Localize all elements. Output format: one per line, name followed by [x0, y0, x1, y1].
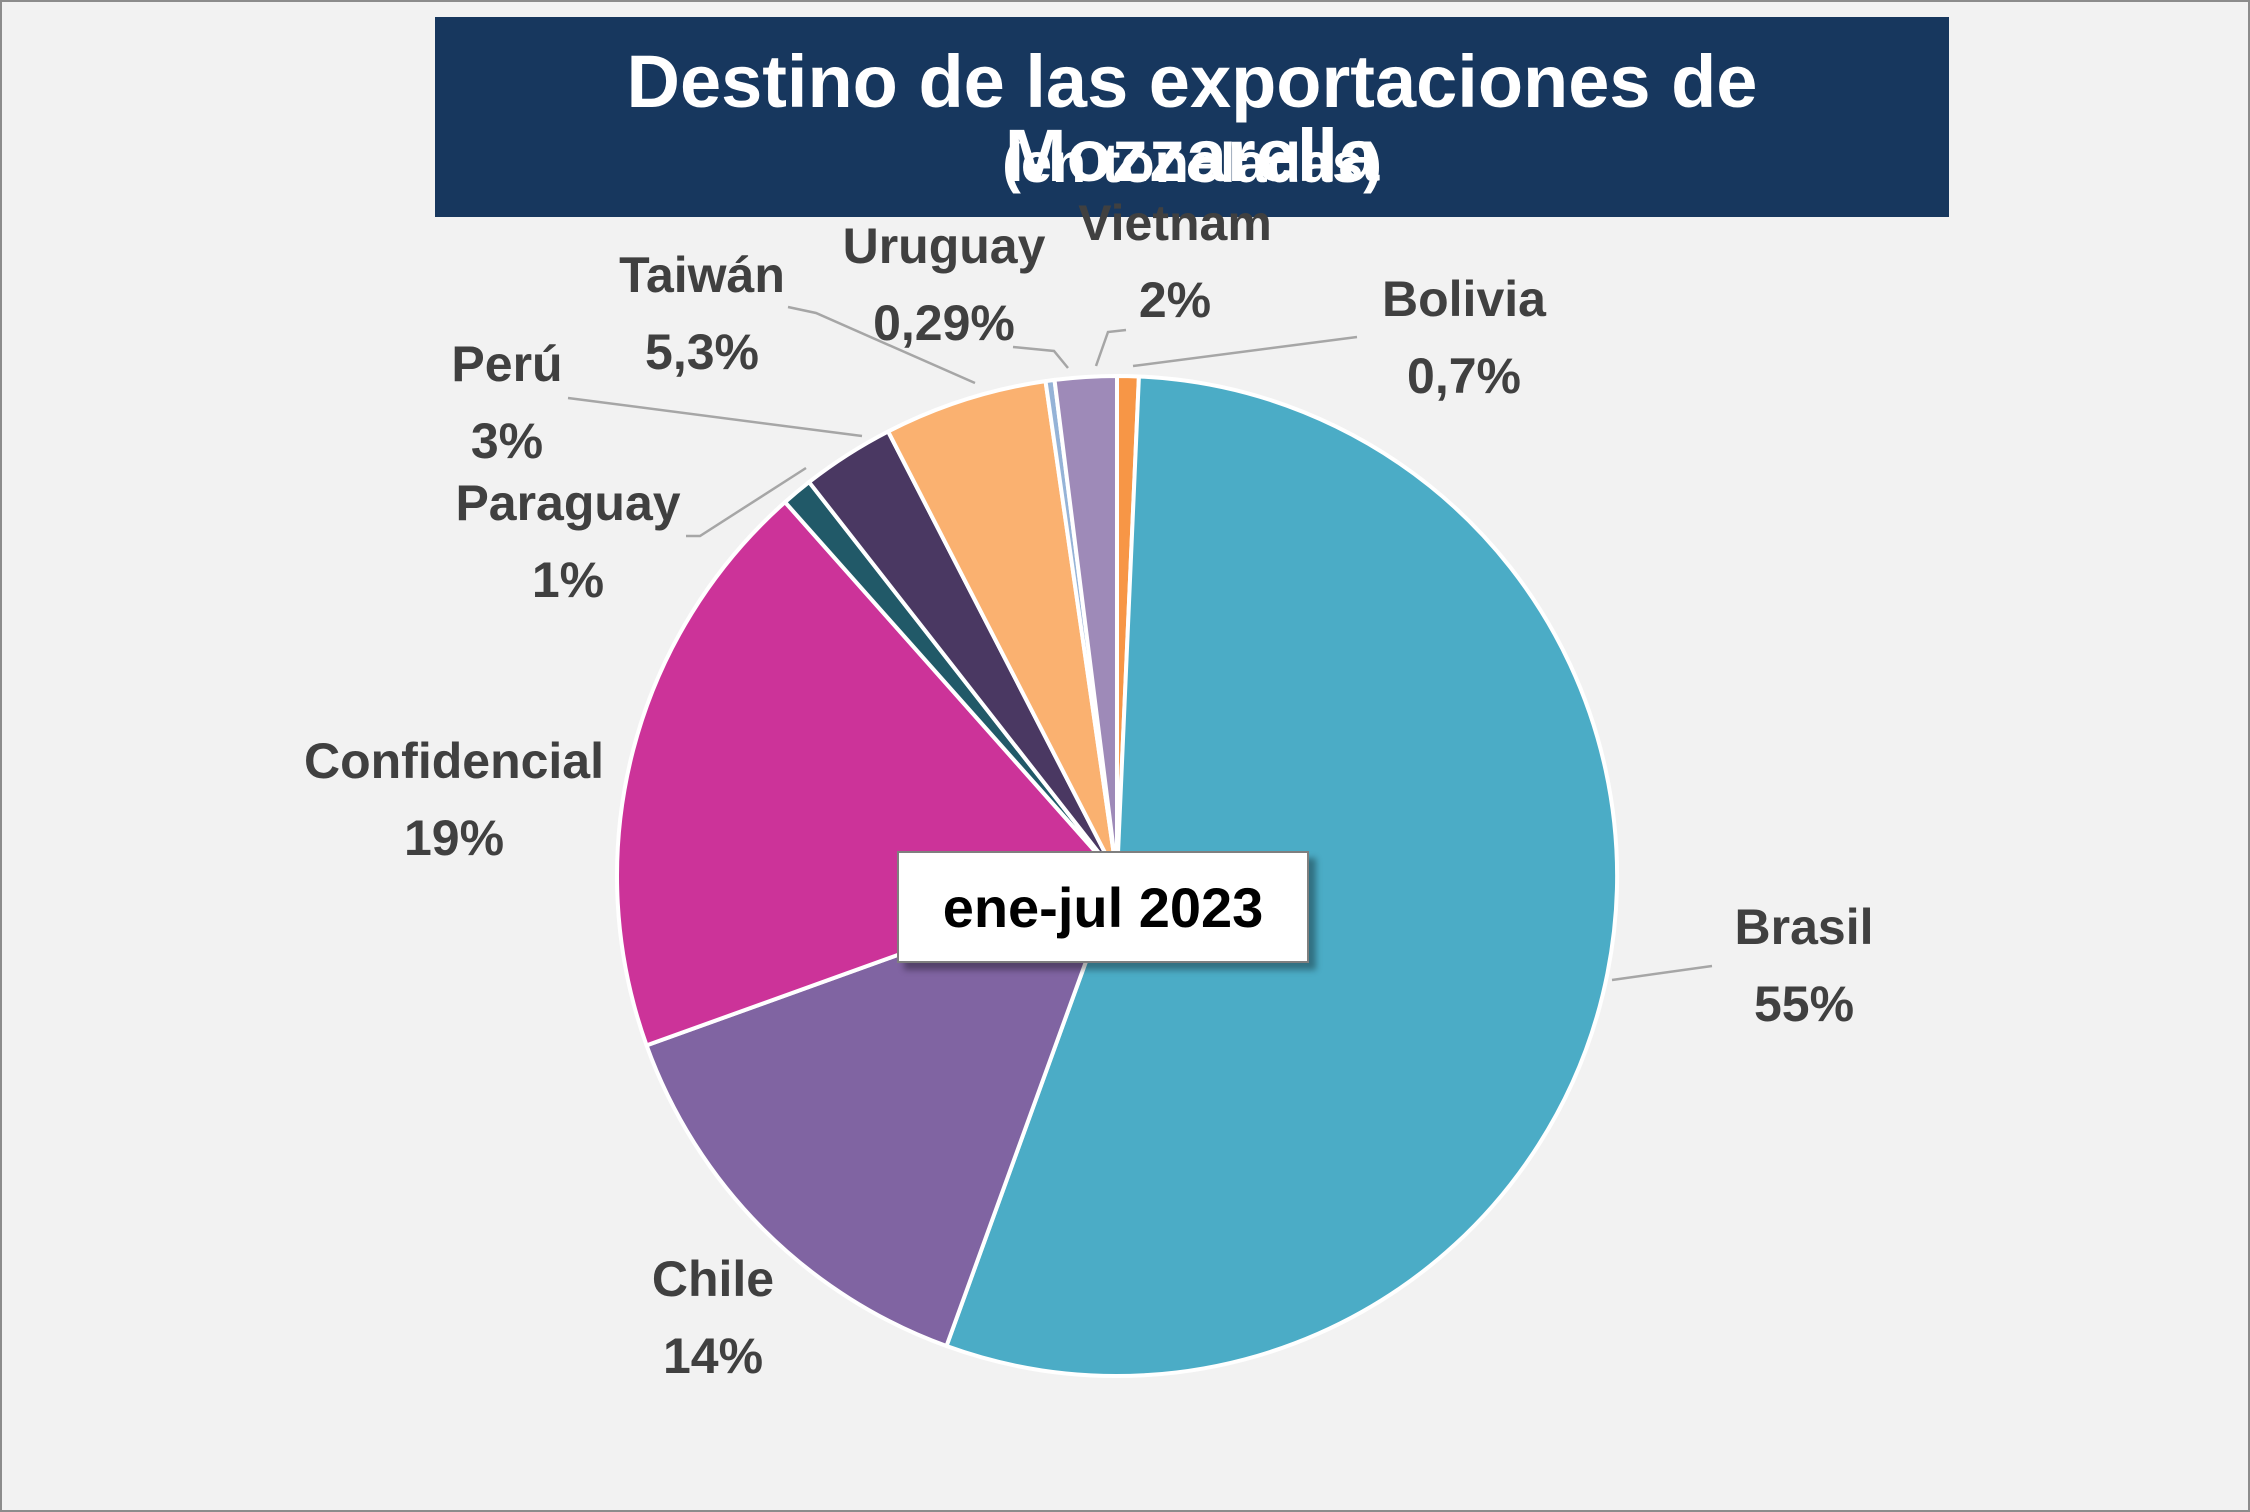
- slice-label-name-peru: Perú: [451, 336, 562, 392]
- slice-label-value-paraguay: 1%: [532, 552, 604, 608]
- slice-label-name-chile: Chile: [652, 1251, 774, 1307]
- leader-line-peru: [567, 396, 863, 438]
- leader-line-taiwan: [787, 305, 976, 385]
- slice-label-value-confidencial: 19%: [404, 810, 504, 866]
- leader-lines: [567, 305, 1713, 982]
- leader-line-bolivia: [1132, 335, 1358, 368]
- chart-title: Destino de las exportaciones de Mozzarel…: [626, 40, 1758, 197]
- slice-label-value-bolivia: 0,7%: [1407, 348, 1521, 404]
- data-labels: Bolivia 0,7% Brasil 55% Chile 14% Confidencial…: [304, 195, 1874, 1384]
- pie-slice-chile: [644, 874, 1119, 1349]
- chart-subtitle: (en toneladas): [1002, 131, 1382, 194]
- slice-label-name-confidencial: Confidencial: [304, 733, 604, 789]
- pie-slice-vietnam: [1052, 374, 1119, 878]
- leader-line-uruguay: [1012, 345, 1069, 369]
- slice-label-name-taiwan: Taiwán: [619, 247, 785, 303]
- pie-slice-taiwan: [886, 379, 1119, 878]
- slice-label-value-brasil: 55%: [1754, 976, 1854, 1032]
- period-label: ene-jul 2023: [897, 851, 1309, 963]
- leader-line-brasil: [1611, 964, 1713, 982]
- slice-label-value-uruguay: 0,29%: [873, 295, 1015, 351]
- slice-label-name-vietnam: Vietnam: [1078, 195, 1272, 251]
- slice-label-name-uruguay: Uruguay: [843, 218, 1046, 274]
- slice-label-value-taiwan: 5,3%: [645, 324, 759, 380]
- slice-label-name-paraguay: Paraguay: [455, 475, 680, 531]
- slice-label-name-bolivia: Bolivia: [1382, 271, 1547, 327]
- slice-label-value-chile: 14%: [663, 1328, 763, 1384]
- chart-title-box: Destino de las exportaciones de Mozzarel…: [435, 17, 1949, 217]
- slice-label-value-vietnam: 2%: [1139, 272, 1211, 328]
- leader-line-vietnam: [1094, 328, 1127, 367]
- slice-label-name-brasil: Brasil: [1735, 899, 1874, 955]
- slice-label-value-peru: 3%: [471, 413, 543, 469]
- leader-line-paraguay: [686, 466, 807, 538]
